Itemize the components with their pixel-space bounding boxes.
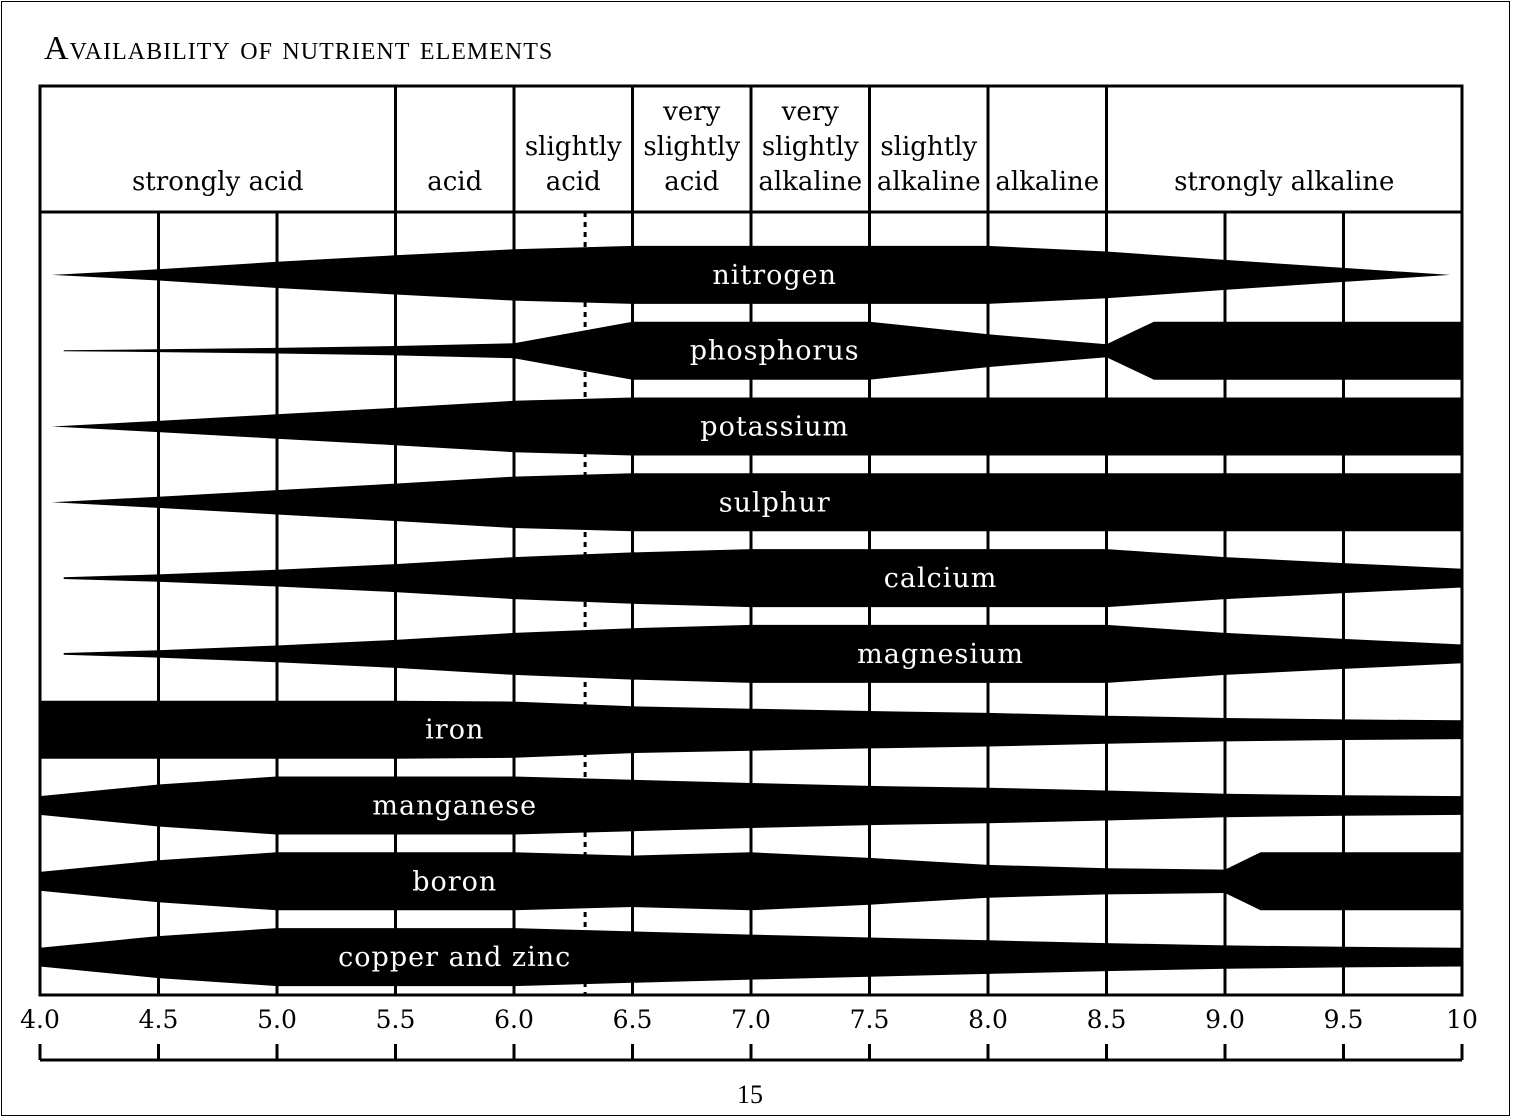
x-tick-label: 8.0 (968, 1005, 1008, 1034)
x-tick-label: 9.5 (1324, 1005, 1364, 1034)
series-label: boron (412, 866, 497, 897)
series-label: magnesium (857, 639, 1024, 670)
band-boron (40, 852, 1462, 911)
series-label: manganese (372, 791, 537, 822)
zone-label: acid (427, 167, 482, 197)
x-tick-label: 10 (1446, 1005, 1478, 1034)
band-calcium (63, 549, 1463, 608)
series-label: nitrogen (712, 260, 837, 291)
band-iron (40, 700, 1462, 759)
series-label: sulphur (719, 487, 831, 518)
series-label: copper and zinc (338, 942, 571, 973)
page-title: Availability of nutrient elements (44, 30, 554, 67)
series-label: potassium (700, 412, 849, 443)
x-tick-label: 6.5 (613, 1005, 653, 1034)
band-copper-and-zinc (40, 928, 1462, 987)
band-manganese (40, 776, 1462, 835)
x-tick-label: 5.0 (257, 1005, 297, 1034)
band-phosphorus (63, 321, 1463, 380)
series-label: phosphorus (690, 336, 860, 367)
zone-label: strongly alkaline (1174, 167, 1394, 197)
zone-label: alkaline (995, 167, 1099, 197)
x-tick-label: 4.0 (20, 1005, 60, 1034)
x-tick-label: 9.0 (1205, 1005, 1245, 1034)
series-label: calcium (884, 563, 998, 594)
zone-label: slightly alkaline (877, 132, 981, 197)
x-tick-label: 6.0 (494, 1005, 534, 1034)
band-potassium (51, 397, 1462, 456)
x-tick-label: 8.5 (1087, 1005, 1127, 1034)
x-tick-label: 7.0 (731, 1005, 771, 1034)
page-number: 15 (737, 1080, 763, 1109)
series-label: iron (425, 715, 484, 746)
band-nitrogen (51, 245, 1451, 304)
zone-label: very slightly acid (643, 97, 740, 197)
x-tick-label: 7.5 (850, 1005, 890, 1034)
band-sulphur (51, 473, 1462, 532)
zone-label: strongly acid (132, 167, 304, 197)
zone-label: very slightly alkaline (758, 97, 862, 197)
x-tick-label: 4.5 (139, 1005, 179, 1034)
band-magnesium (63, 624, 1463, 683)
x-tick-label: 5.5 (376, 1005, 416, 1034)
zone-label: slightly acid (525, 132, 622, 197)
